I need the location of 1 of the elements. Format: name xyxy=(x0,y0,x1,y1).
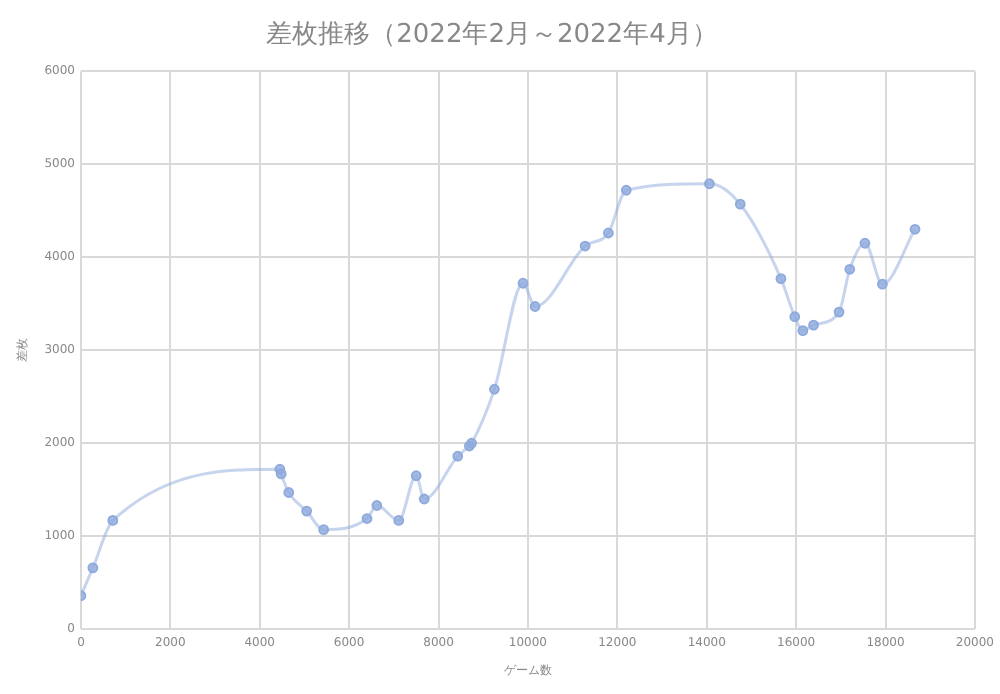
chart-title: 差枚推移（2022年2月～2022年4月） xyxy=(266,20,718,51)
